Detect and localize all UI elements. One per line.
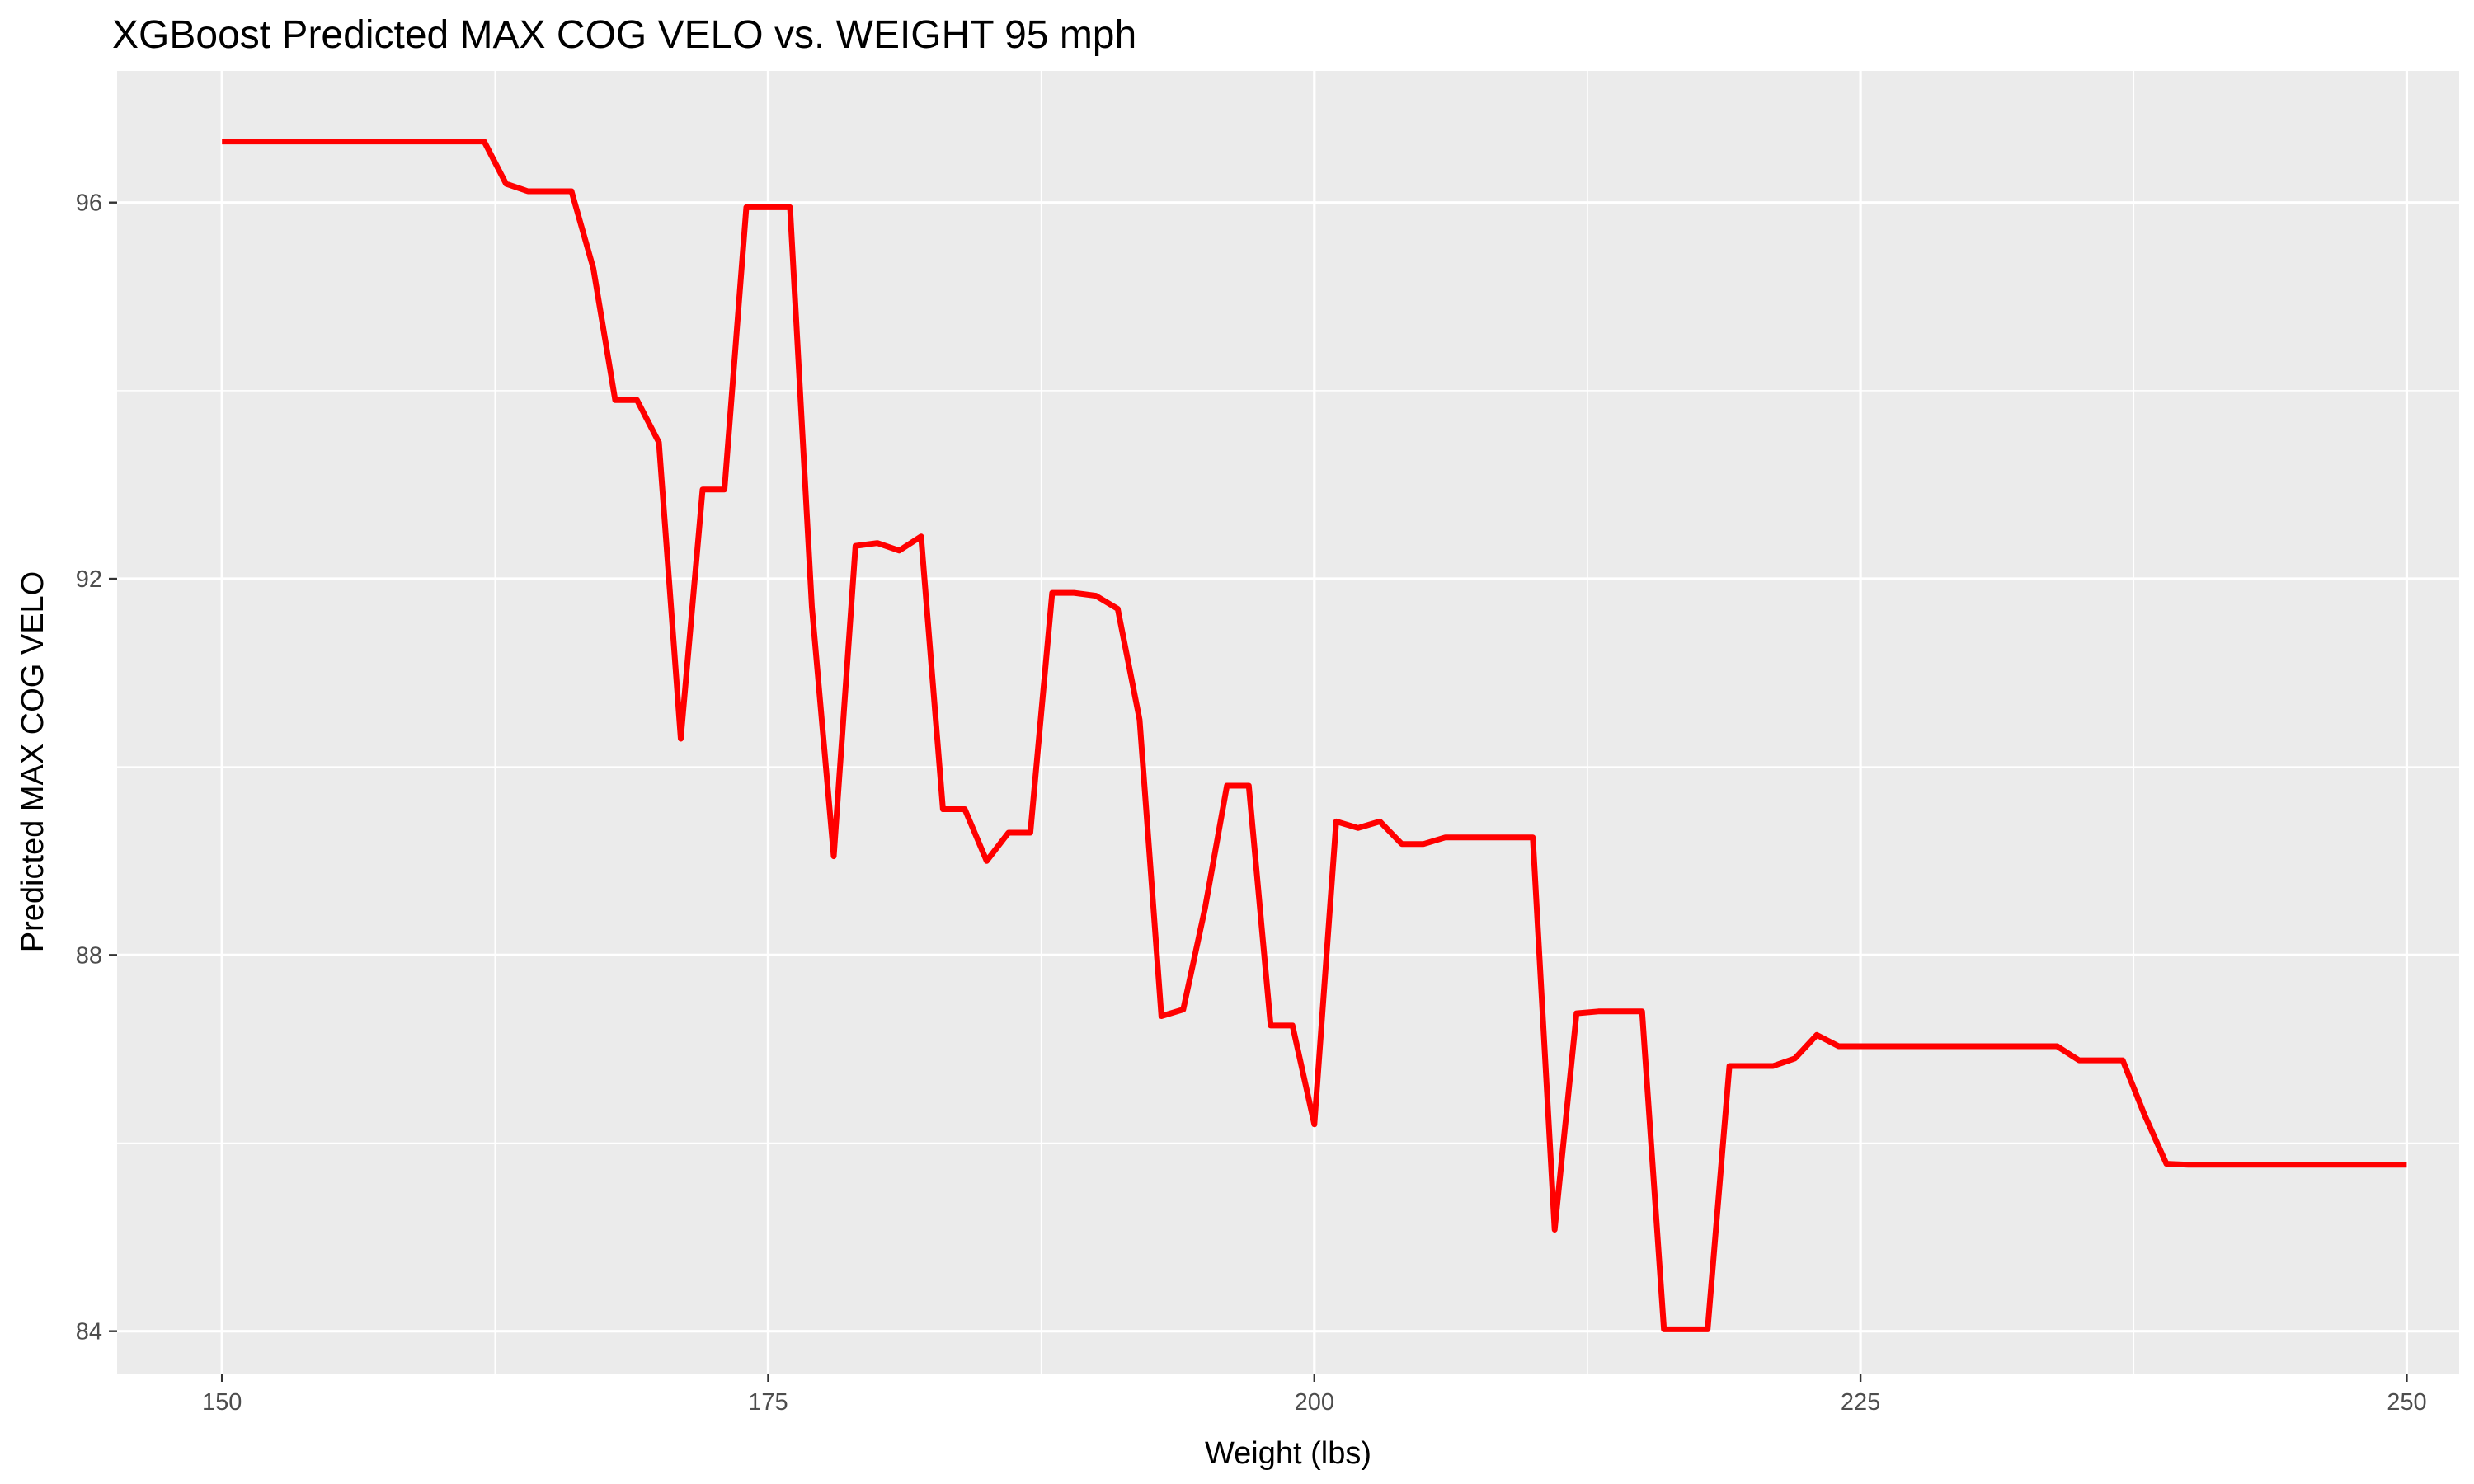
major-gridlines (117, 71, 2459, 1374)
y-tick-label: 84 (76, 1319, 102, 1345)
series-layer (222, 139, 2407, 1332)
y-axis: 84 88 92 96 (76, 190, 117, 1345)
x-tick-label: 200 (1295, 1389, 1334, 1416)
x-tick-label: 150 (202, 1389, 242, 1416)
chart-title: XGBoost Predicted MAX COG VELO vs. WEIGH… (112, 13, 1136, 57)
y-axis-title: Predicted MAX COG VELO (16, 571, 50, 953)
y-tick-label: 88 (76, 942, 102, 969)
series-line (222, 139, 2407, 1332)
x-axis: 150 175 200 225 250 (202, 1374, 2427, 1416)
y-tick-label: 96 (76, 190, 102, 217)
plot-panel (117, 71, 2459, 1374)
x-axis-title: Weight (lbs) (1205, 1436, 1371, 1471)
x-tick-label: 175 (748, 1389, 788, 1416)
x-tick-label: 225 (1841, 1389, 1880, 1416)
x-tick-label: 250 (2387, 1389, 2426, 1416)
minor-gridlines (117, 71, 2459, 1374)
y-tick-label: 92 (76, 566, 102, 593)
